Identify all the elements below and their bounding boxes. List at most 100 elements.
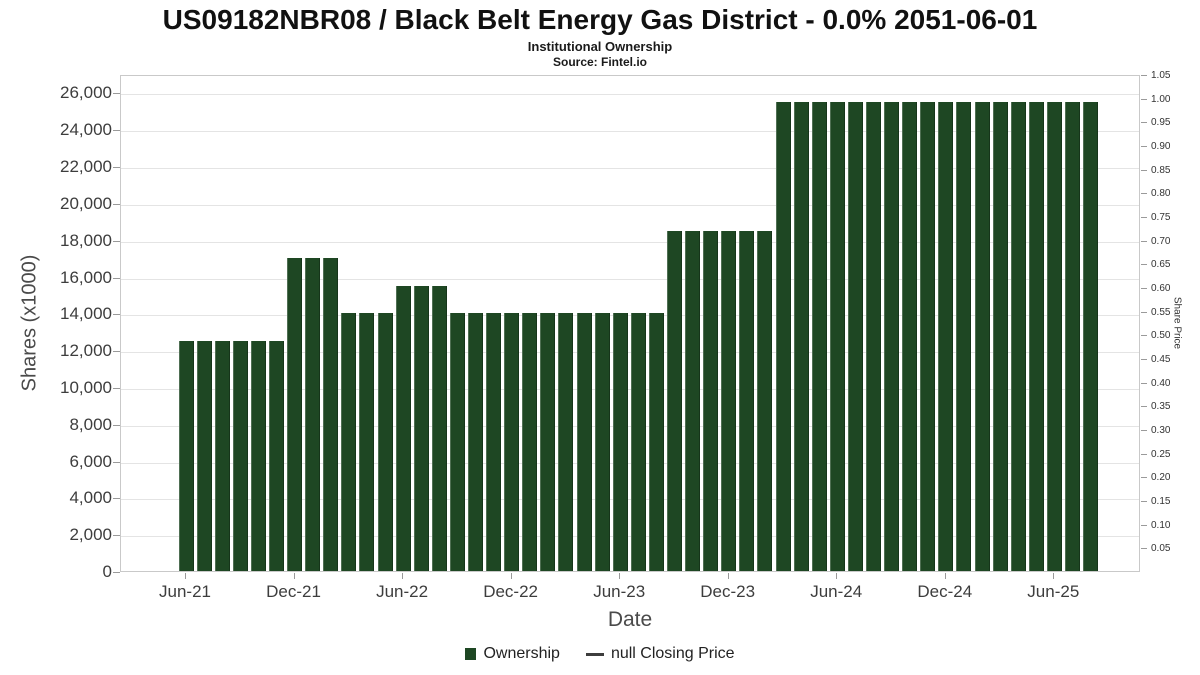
left-tick-mark: [113, 277, 120, 279]
ownership-bar: [395, 285, 411, 571]
ownership-bar: [956, 101, 972, 571]
ownership-bar: [467, 313, 483, 571]
right-tick-mark: [1141, 548, 1147, 550]
ownership-bar: [594, 313, 610, 571]
ownership-bar: [504, 313, 520, 571]
chart-title: US09182NBR08 / Black Belt Energy Gas Dis…: [162, 4, 1038, 35]
right-tick-label: 0.35: [1151, 401, 1171, 413]
x-tick-mark: [293, 573, 295, 579]
ownership-bar: [920, 101, 936, 571]
legend-label-closing-price: null Closing Price: [610, 645, 735, 662]
ownership-bar: [250, 340, 266, 571]
ownership-bar: [721, 230, 737, 571]
left-tick-mark: [113, 351, 120, 353]
ownership-bar: [612, 313, 628, 571]
ownership-bar: [902, 101, 918, 571]
right-tick-label: 0.50: [1151, 330, 1171, 342]
right-tick-label: 1.00: [1151, 93, 1171, 105]
right-tick-label: 0.70: [1151, 235, 1171, 247]
right-tick-label: 0.80: [1151, 188, 1171, 200]
ownership-bar: [992, 101, 1008, 571]
ownership-bar: [287, 258, 302, 571]
gridline: [121, 168, 1139, 169]
right-tick-mark: [1141, 335, 1147, 337]
ownership-bar: [486, 313, 501, 571]
right-tick-mark: [1141, 217, 1147, 218]
ownership-bar: [938, 101, 954, 571]
left-tick-label: 2,000: [69, 525, 112, 545]
right-tick-mark: [1141, 98, 1147, 100]
gridline: [121, 499, 1139, 501]
gridline: [121, 278, 1139, 280]
left-tick-mark: [113, 167, 120, 168]
x-tick-mark: [185, 573, 186, 579]
right-tick-label: 0.30: [1151, 425, 1171, 436]
x-tick-label: Dec-22: [483, 582, 538, 601]
x-tick-label: Dec-23: [700, 582, 756, 601]
ownership-bar: [1083, 101, 1098, 571]
right-tick-mark: [1141, 382, 1147, 384]
legend-label-ownership: Ownership: [483, 645, 560, 662]
x-tick-label: Jun-23: [593, 582, 646, 601]
right-tick-mark: [1141, 288, 1147, 289]
ownership-bar: [522, 313, 538, 571]
right-tick-mark: [1141, 169, 1147, 171]
left-tick-mark: [113, 424, 120, 426]
x-tick-label: Jun-25: [1027, 582, 1080, 601]
ownership-bar: [1010, 101, 1026, 571]
ownership-bar: [1064, 101, 1080, 571]
x-tick-label: Jun-22: [376, 582, 429, 601]
right-tick-mark: [1141, 193, 1147, 195]
left-tick-label: 20,000: [60, 193, 112, 213]
gridline: [121, 388, 1139, 390]
right-tick-label: 0.25: [1151, 448, 1171, 460]
ownership-bar: [323, 258, 339, 571]
left-tick-mark: [113, 203, 120, 205]
right-tick-label: 0.40: [1151, 377, 1171, 389]
x-tick-label: Jun-24: [810, 582, 863, 601]
left-tick-mark: [113, 240, 120, 242]
x-tick-mark: [402, 573, 404, 579]
left-tick-mark: [113, 572, 120, 573]
gridline: [121, 425, 1139, 427]
left-tick-label: 24,000: [60, 120, 112, 140]
ownership-bar: [268, 340, 284, 571]
closing-price-line-icon: [585, 652, 604, 656]
gridline: [121, 204, 1139, 206]
gridline: [121, 352, 1139, 354]
left-tick-label: 18,000: [60, 230, 112, 250]
right-tick-mark: [1141, 359, 1147, 360]
chart-subtitle: Institutional Ownership: [527, 39, 673, 54]
right-tick-mark: [1141, 524, 1147, 526]
right-tick-mark: [1141, 501, 1147, 502]
ownership-bar: [540, 313, 556, 571]
ownership-bar: [1028, 101, 1044, 571]
ownership-bar: [1046, 101, 1062, 571]
ownership-bar: [811, 101, 827, 571]
right-tick-label: 0.05: [1151, 543, 1171, 555]
x-tick-mark: [1053, 573, 1055, 579]
x-tick-mark: [619, 573, 621, 579]
ownership-bar: [305, 258, 321, 571]
left-tick-mark: [113, 535, 120, 537]
left-tick-mark: [113, 461, 120, 463]
ownership-bar: [232, 340, 248, 571]
ownership-swatch-icon: [465, 648, 477, 660]
gridline: [121, 315, 1139, 317]
ownership-bar: [703, 230, 719, 571]
x-tick-label: Dec-21: [266, 582, 321, 601]
left-tick-mark: [113, 314, 120, 316]
ownership-bar: [576, 313, 592, 571]
left-axis-title: Shares (x1000): [18, 254, 41, 392]
right-tick-mark: [1141, 122, 1147, 124]
gridline: [121, 462, 1139, 464]
ownership-bar: [431, 285, 447, 571]
chart-legend: Ownership null Closing Price: [0, 645, 1200, 663]
gridline: [121, 241, 1139, 243]
ownership-bar: [341, 313, 357, 571]
x-tick-mark: [836, 573, 838, 579]
left-tick-label: 8,000: [69, 414, 112, 434]
right-tick-label: 0.65: [1151, 259, 1171, 271]
right-tick-mark: [1141, 477, 1147, 479]
